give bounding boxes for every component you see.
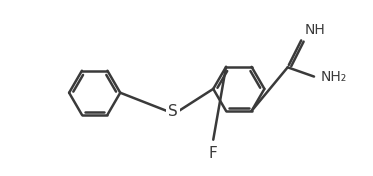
Text: NH: NH — [305, 23, 326, 37]
Text: S: S — [168, 104, 178, 119]
Text: F: F — [209, 146, 217, 161]
Text: NH₂: NH₂ — [320, 70, 347, 84]
